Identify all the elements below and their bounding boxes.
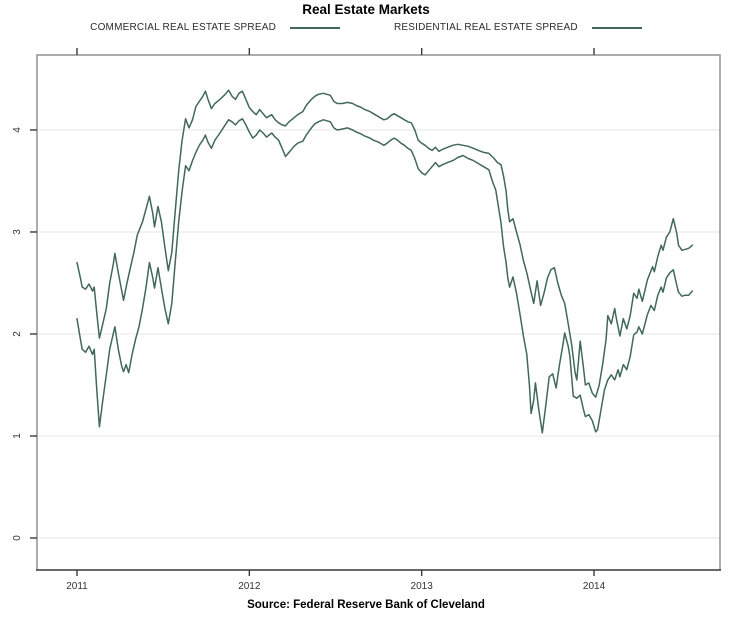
x-tick-label-2012: 2012 [238, 581, 261, 592]
commercial-line-sample-icon [290, 26, 340, 29]
series-line-residential [76, 118, 694, 434]
x-tick-label-2013: 2013 [411, 581, 434, 592]
source-caption: Source: Federal Reserve Bank of Clevelan… [247, 599, 485, 611]
x-tick-label-2011: 2011 [66, 581, 88, 592]
y-tick-label-4: 4 [12, 127, 23, 133]
y-tick-label-1: 1 [12, 433, 23, 439]
plot-frame [36, 54, 721, 571]
series-line-commercial [76, 89, 694, 398]
y-tick-label-0: 0 [12, 535, 23, 541]
x-tick-label-2014: 2014 [583, 581, 606, 592]
legend-label-residential: RESIDENTIAL REAL ESTATE SPREAD [394, 22, 578, 33]
legend-item-residential: RESIDENTIAL REAL ESTATE SPREAD [394, 22, 642, 33]
legend-label-commercial: COMMERCIAL REAL ESTATE SPREAD [90, 22, 276, 33]
chart-title: Real Estate Markets [302, 2, 430, 17]
chart-legend: COMMERCIAL REAL ESTATE SPREAD RESIDENTIA… [0, 22, 732, 33]
y-tick-label-3: 3 [12, 229, 23, 235]
legend-item-commercial: COMMERCIAL REAL ESTATE SPREAD [90, 22, 340, 33]
residential-line-sample-icon [591, 26, 642, 29]
y-tick-label-2: 2 [12, 331, 23, 337]
